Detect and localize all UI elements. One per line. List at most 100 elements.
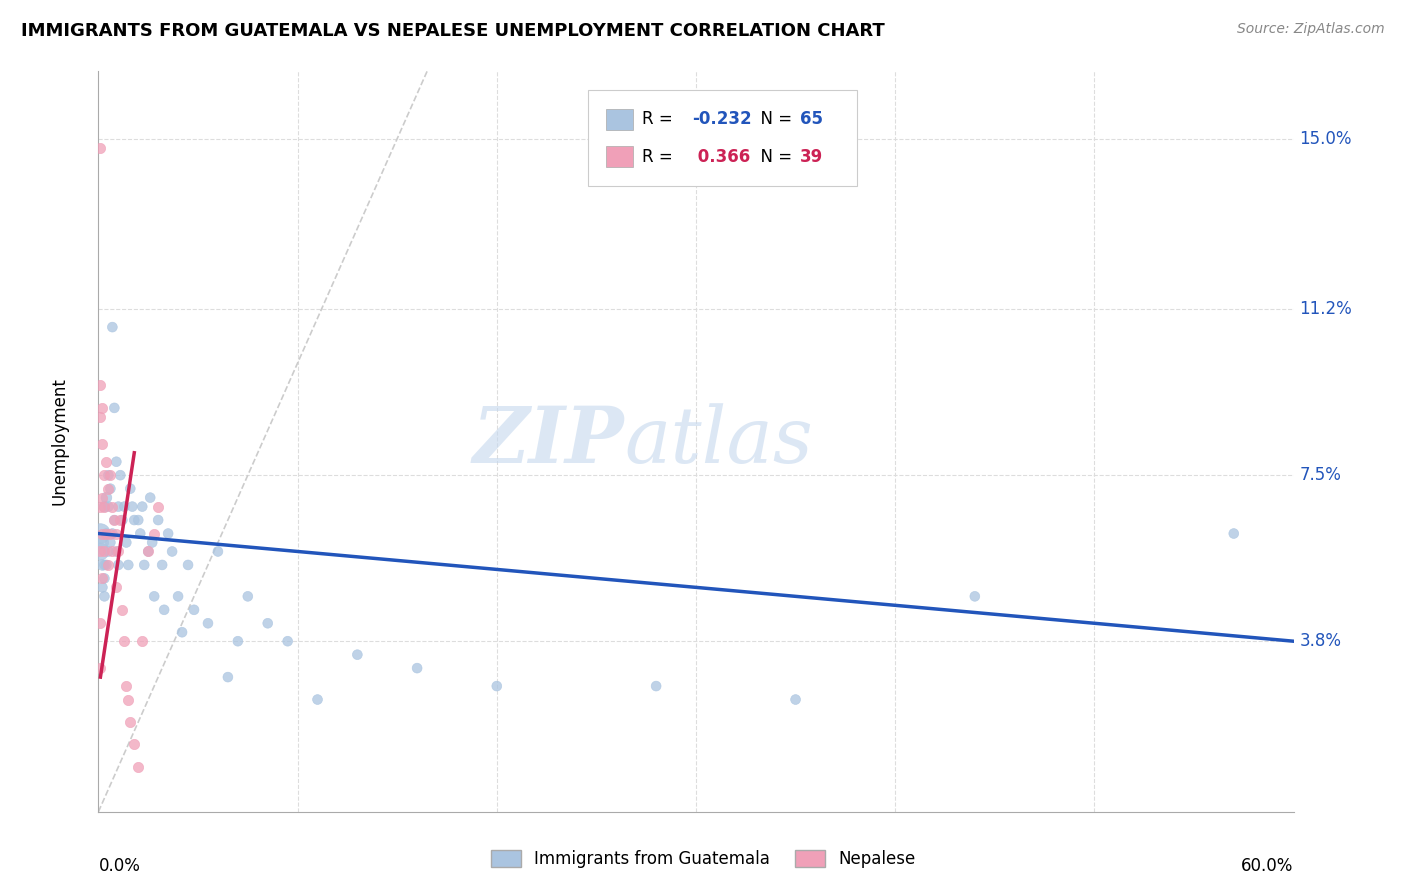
Point xyxy=(93,590,115,604)
Point xyxy=(1223,526,1246,541)
Point xyxy=(91,526,114,541)
Point xyxy=(105,544,128,558)
Point xyxy=(183,603,205,617)
Point xyxy=(89,141,111,155)
Text: 0.0%: 0.0% xyxy=(98,856,141,874)
Point xyxy=(141,535,163,549)
Point xyxy=(134,558,156,572)
Point xyxy=(97,544,120,558)
Point xyxy=(97,482,120,496)
Text: 15.0%: 15.0% xyxy=(1299,129,1353,148)
Point xyxy=(105,455,128,469)
Point xyxy=(406,661,429,675)
Point xyxy=(91,401,114,415)
Text: Source: ZipAtlas.com: Source: ZipAtlas.com xyxy=(1237,22,1385,37)
Point xyxy=(150,558,173,572)
Point xyxy=(91,580,114,594)
Point xyxy=(256,616,278,631)
Point xyxy=(112,500,135,514)
Point xyxy=(103,513,125,527)
Point xyxy=(103,401,125,415)
Point xyxy=(89,378,111,392)
Point xyxy=(160,544,183,558)
Point xyxy=(91,437,114,451)
Text: 0.366: 0.366 xyxy=(692,147,751,166)
Point xyxy=(110,513,132,527)
Point xyxy=(89,661,111,675)
Point xyxy=(177,558,200,572)
Point xyxy=(207,544,229,558)
Text: N =: N = xyxy=(749,111,797,128)
Point xyxy=(785,692,807,706)
Point xyxy=(129,526,152,541)
Point xyxy=(93,500,115,514)
Point xyxy=(89,409,111,424)
Point xyxy=(91,491,114,505)
Point xyxy=(153,603,176,617)
Point xyxy=(91,571,114,585)
Point xyxy=(110,468,132,483)
Point xyxy=(115,535,138,549)
Point xyxy=(136,544,159,558)
Point xyxy=(136,544,159,558)
Point xyxy=(96,558,118,572)
Text: R =: R = xyxy=(643,111,678,128)
Point xyxy=(124,738,146,752)
Point xyxy=(103,513,125,527)
Point xyxy=(963,590,986,604)
Point xyxy=(645,679,668,693)
Point xyxy=(346,648,368,662)
Point xyxy=(131,500,153,514)
Point xyxy=(105,526,128,541)
Point xyxy=(93,544,115,558)
FancyBboxPatch shape xyxy=(606,109,633,130)
Point xyxy=(98,468,122,483)
Point xyxy=(89,616,111,631)
Point xyxy=(91,558,114,572)
Text: Unemployment: Unemployment xyxy=(51,377,69,506)
Legend: Immigrants from Guatemala, Nepalese: Immigrants from Guatemala, Nepalese xyxy=(484,843,922,875)
Point xyxy=(157,526,180,541)
Point xyxy=(117,692,139,706)
Point xyxy=(96,526,118,541)
Point xyxy=(96,526,118,541)
Point xyxy=(98,535,122,549)
Point xyxy=(485,679,508,693)
Point xyxy=(101,526,124,541)
Point xyxy=(91,535,114,549)
FancyBboxPatch shape xyxy=(606,146,633,167)
Point xyxy=(117,558,139,572)
FancyBboxPatch shape xyxy=(589,90,858,186)
Point xyxy=(107,500,129,514)
Point xyxy=(226,634,249,648)
Point xyxy=(112,634,135,648)
Point xyxy=(236,590,259,604)
Text: N =: N = xyxy=(749,147,797,166)
Point xyxy=(107,544,129,558)
Point xyxy=(143,590,166,604)
Point xyxy=(101,320,124,334)
Point xyxy=(98,482,122,496)
Point xyxy=(127,513,149,527)
Point xyxy=(93,468,115,483)
Point xyxy=(98,526,122,541)
Text: 60.0%: 60.0% xyxy=(1241,856,1294,874)
Text: 7.5%: 7.5% xyxy=(1299,467,1341,484)
Point xyxy=(107,558,129,572)
Text: IMMIGRANTS FROM GUATEMALA VS NEPALESE UNEMPLOYMENT CORRELATION CHART: IMMIGRANTS FROM GUATEMALA VS NEPALESE UN… xyxy=(21,22,884,40)
Text: 11.2%: 11.2% xyxy=(1299,301,1353,318)
Point xyxy=(111,513,134,527)
Point xyxy=(131,634,153,648)
Point xyxy=(143,526,166,541)
Point xyxy=(93,558,115,572)
Point xyxy=(124,513,146,527)
Point xyxy=(167,590,190,604)
Point xyxy=(96,455,118,469)
Text: -0.232: -0.232 xyxy=(692,111,752,128)
Text: atlas: atlas xyxy=(624,403,813,480)
Point xyxy=(172,625,194,640)
Point xyxy=(277,634,299,648)
Point xyxy=(96,491,118,505)
Point xyxy=(120,714,142,729)
Point xyxy=(197,616,219,631)
